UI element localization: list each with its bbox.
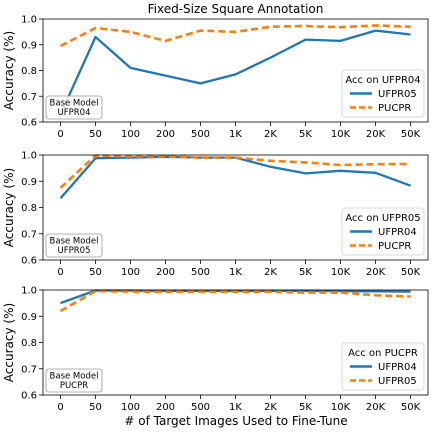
y-tick-label: 0.8	[21, 203, 37, 214]
legend-frame	[341, 207, 425, 256]
series-line-pucpr	[59, 154, 411, 189]
plot-frame	[42, 154, 429, 261]
y-tick-label: 0.8	[21, 66, 37, 77]
y-tick-label: 0.7	[21, 364, 37, 375]
series-line-ufpr05	[59, 29, 411, 115]
panels: Fixed-Size Square Annotation 0.6 0.7 0.8 0.9…	[2, 2, 429, 413]
legend-entry: PUCPR	[378, 103, 411, 114]
base-model-label: Base Model	[50, 99, 99, 109]
x-tick-label: 0	[57, 267, 63, 278]
base-model-label: Base Model	[50, 237, 99, 247]
legend-entry: UFPR05	[378, 376, 417, 387]
y-axis-label: Accuracy (%)	[2, 31, 16, 110]
x-tick-label: 100	[121, 402, 140, 413]
legend-entry: UFPR05	[378, 89, 417, 100]
x-tick-label: 10K	[331, 267, 351, 278]
x-axis-label: # of Target Images Used to Fine-Tune	[124, 414, 347, 428]
x-tick-label: 200	[156, 267, 175, 278]
x-tick-label: 100	[121, 129, 140, 140]
x-tick-label: 5K	[299, 402, 312, 413]
base-model-label: PUCPR	[60, 381, 88, 391]
x-tick-label: 200	[156, 129, 175, 140]
legend-entry: PUCPR	[378, 241, 411, 252]
y-tick-label: 0.8	[21, 338, 37, 349]
x-tick-label: 50K	[401, 129, 421, 140]
series-line-ufpr04	[59, 155, 411, 200]
base-model-frame	[45, 368, 103, 393]
y-tick-label: 0.6	[21, 118, 37, 129]
y-axis-label: Accuracy (%)	[2, 303, 16, 382]
x-tick-label: 500	[191, 129, 210, 140]
x-tick-label: 1K	[229, 267, 242, 278]
y-tick-label: 0.9	[21, 40, 37, 51]
panel-1: Fixed-Size Square Annotation 0.6 0.7 0.8 0.9…	[2, 2, 429, 140]
y-axis-label: Accuracy (%)	[2, 168, 16, 247]
x-tick-label: 0	[57, 129, 63, 140]
plot-frame	[42, 289, 429, 396]
base-model-label: UFPR05	[58, 246, 91, 256]
y-tick-label: 0.6	[21, 391, 37, 402]
series-line-pucpr	[59, 24, 411, 48]
plot-frame	[42, 18, 429, 123]
x-tick-label: 50	[89, 402, 102, 413]
x-tick-label: 2K	[264, 402, 277, 413]
x-tick-label: 1K	[229, 402, 242, 413]
x-tick-label: 50	[89, 129, 102, 140]
base-model-frame	[45, 233, 103, 258]
panel-2: 0.6 0.7 0.8 0.9 1.0 0 50 100 200 500 1K 2K 5K 10K 20K 5…	[2, 151, 429, 278]
legend-title: Acc on UFPR04	[345, 75, 420, 86]
x-tick-label: 500	[191, 267, 210, 278]
x-tick-label: 50	[89, 267, 102, 278]
base-model-label: UFPR04	[58, 108, 91, 118]
x-tick-label: 500	[191, 402, 210, 413]
x-tick-label: 100	[121, 267, 140, 278]
x-tick-label: 20K	[366, 402, 386, 413]
legend-frame	[341, 69, 425, 118]
x-tick-label: 1K	[229, 129, 242, 140]
x-tick-label: 5K	[299, 267, 312, 278]
y-tick-label: 0.9	[21, 312, 37, 323]
x-tick-label: 50K	[401, 267, 421, 278]
legend: Acc on PUCPR UFPR04 UFPR05	[341, 342, 425, 391]
legend-title: Acc on UFPR05	[345, 213, 420, 224]
x-tick-label: 5K	[299, 129, 312, 140]
y-tick-label: 0.9	[21, 177, 37, 188]
legend-entry: UFPR04	[378, 227, 417, 238]
legend-frame	[341, 342, 425, 391]
x-tick-label: 200	[156, 402, 175, 413]
x-tick-label: 20K	[366, 129, 386, 140]
x-tick-label: 0	[57, 402, 63, 413]
legend: Acc on UFPR04 UFPR05 PUCPR	[341, 69, 425, 118]
panel-title: Fixed-Size Square Annotation	[148, 2, 324, 16]
x-tick-label: 20K	[366, 267, 386, 278]
y-tick-label: 1.0	[21, 151, 37, 162]
x-tick-label: 2K	[264, 129, 277, 140]
y-tick-label: 1.0	[21, 15, 37, 26]
legend-title: Acc on PUCPR	[348, 348, 418, 359]
series-line-ufpr05	[59, 289, 411, 313]
x-tick-label: 10K	[331, 129, 351, 140]
y-tick-label: 0.7	[21, 92, 37, 103]
y-tick-label: 0.6	[21, 256, 37, 267]
legend-entry: UFPR04	[378, 362, 417, 373]
base-model-label: Base Model	[50, 372, 99, 382]
x-tick-label: 2K	[264, 267, 277, 278]
panel-3: 0.6 0.7 0.8 0.9 1.0 0 50 100 200 500 1K 2K 5K 10K 20K 5…	[2, 286, 429, 413]
y-tick-label: 1.0	[21, 286, 37, 297]
legend: Acc on UFPR05 UFPR04 PUCPR	[341, 207, 425, 256]
x-tick-label: 10K	[331, 402, 351, 413]
x-tick-label: 50K	[401, 402, 421, 413]
base-model-frame	[45, 95, 103, 120]
y-tick-label: 0.7	[21, 229, 37, 240]
